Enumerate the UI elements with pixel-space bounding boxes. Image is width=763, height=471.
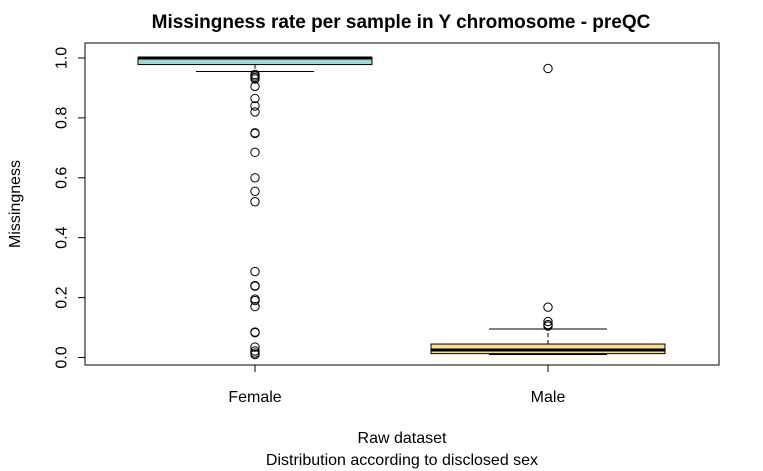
female-outlier-13 xyxy=(250,197,260,207)
female-outlier-21 xyxy=(250,327,260,338)
y-tick-label-4: 0.8 xyxy=(54,107,71,129)
female-outlier-9 xyxy=(250,128,260,139)
box-male xyxy=(430,63,666,356)
x-tick-label-male: Male xyxy=(531,389,566,406)
y-tick-label-3: 0.6 xyxy=(54,167,71,189)
female-outlier-19 xyxy=(250,301,260,312)
female-outlier-10 xyxy=(250,147,260,158)
female-outlier-16 xyxy=(250,281,260,291)
boxes-layer xyxy=(137,56,666,360)
female-outlier-7 xyxy=(250,107,260,117)
x-axis: Female Male xyxy=(228,364,566,406)
y-tick-label-2: 0.4 xyxy=(54,226,71,248)
x-axis-label-line-1: Raw dataset xyxy=(358,430,447,447)
female-outlier-18 xyxy=(250,295,260,306)
female-outlier-14 xyxy=(250,266,260,277)
male-outlier-4 xyxy=(543,321,553,331)
female-outlier-6 xyxy=(250,101,260,111)
chart-title: Missingness rate per sample in Y chromos… xyxy=(152,12,651,33)
female-outlier-11 xyxy=(250,173,260,183)
male-outlier-2 xyxy=(543,316,553,327)
y-axis: 0.0 0.2 0.4 0.6 0.8 1.0 xyxy=(54,47,86,369)
x-tick-label-female: Female xyxy=(228,389,281,406)
male-outlier-0 xyxy=(543,63,553,74)
male-outlier-1 xyxy=(543,302,553,312)
female-outlier-3 xyxy=(250,74,260,84)
female-outlier-25 xyxy=(250,349,260,360)
female-outlier-5 xyxy=(250,93,260,104)
female-outlier-12 xyxy=(250,186,260,196)
x-axis-label-line-2: Distribution according to disclosed sex xyxy=(266,452,538,469)
female-outlier-4 xyxy=(250,81,260,92)
y-axis-label: Missingness xyxy=(7,160,24,248)
y-tick-label-5: 1.0 xyxy=(54,47,71,69)
box-female xyxy=(137,56,373,360)
female-outlier-22 xyxy=(250,342,260,352)
y-tick-label-0: 0.0 xyxy=(54,346,71,368)
plot-frame xyxy=(84,42,720,366)
y-tick-label-1: 0.2 xyxy=(54,286,71,308)
